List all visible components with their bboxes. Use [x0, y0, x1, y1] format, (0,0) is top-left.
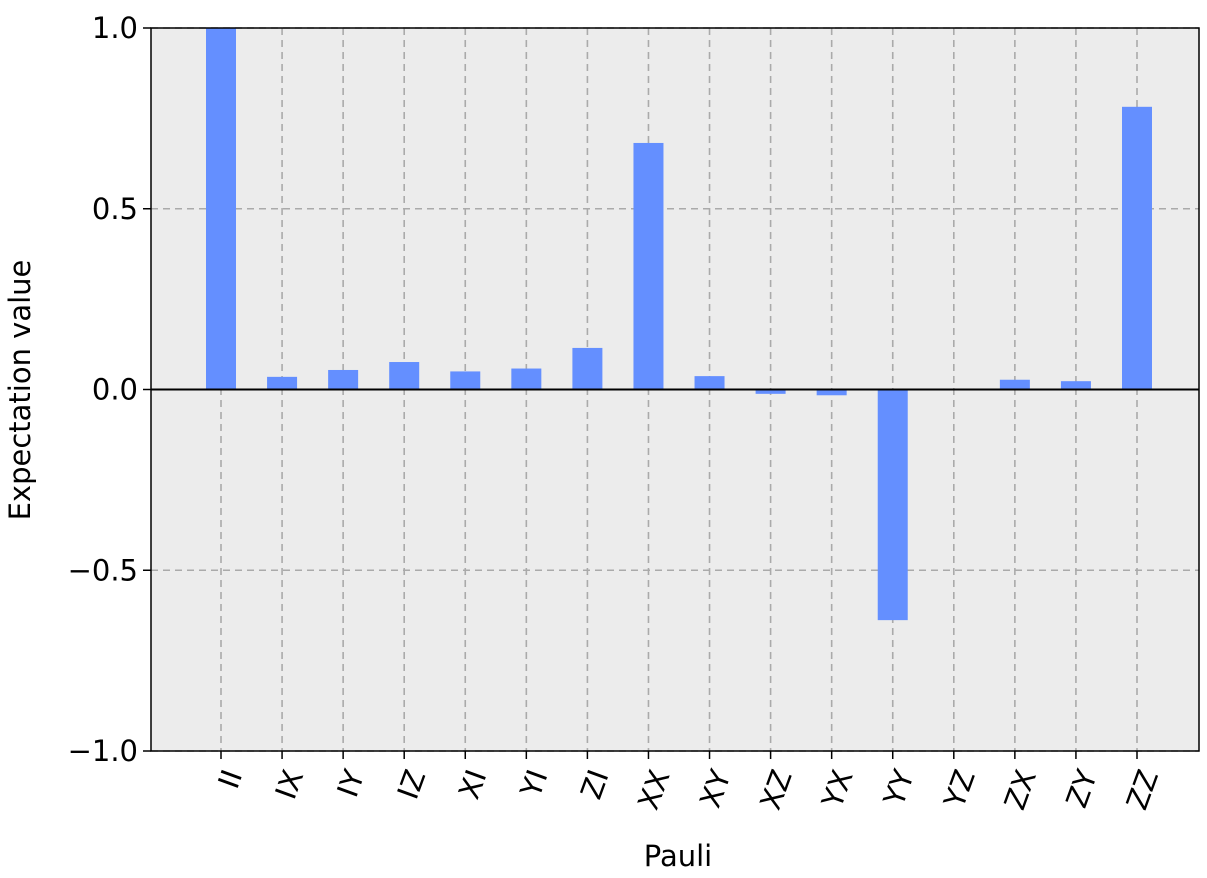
bar-zz — [1122, 106, 1152, 390]
y-tick-label: 0.0 — [92, 373, 138, 407]
y-axis-title: Expectation value — [3, 260, 37, 521]
x-tick-label: YZ — [937, 765, 982, 813]
x-tick-label: YX — [815, 765, 860, 813]
x-tick-label: YI — [513, 765, 554, 802]
bar-ii — [206, 28, 236, 390]
x-tick-label: IZ — [391, 765, 433, 803]
bar-iz — [389, 362, 420, 390]
x-tick-label: ZY — [1059, 765, 1104, 812]
bar-yi — [511, 368, 542, 390]
x-tick-label: XZ — [753, 765, 799, 814]
bar-zx — [999, 379, 1030, 390]
bar-xx — [633, 142, 664, 390]
x-tick-label: YY — [876, 765, 921, 811]
bar-zy — [1060, 381, 1091, 390]
x-tick-label: XY — [693, 765, 738, 812]
x-tick-label: XI — [452, 765, 494, 803]
bar-yx — [816, 389, 847, 396]
y-tick-label: 1.0 — [92, 11, 138, 45]
bar-zi — [572, 347, 603, 390]
y-tick-label: 0.5 — [92, 192, 138, 226]
x-tick-label: II — [211, 765, 249, 793]
x-tick-label: IY — [330, 765, 371, 802]
bar-xy — [694, 376, 725, 390]
bar-yy — [877, 389, 908, 621]
x-axis-title: Pauli — [644, 839, 712, 873]
x-tick-label: ZZ — [1120, 765, 1166, 814]
x-tick-label: ZI — [574, 765, 616, 803]
y-tick-label: −1.0 — [68, 734, 138, 768]
x-axis-ticks: II IX IY IZ XI YI ZI XX XY XZ YX YY YZ ZX ZY ZZ — [211, 751, 1165, 814]
y-axis-ticks: 1.0 0.5 0.0 −0.5 −1.0 — [68, 11, 151, 768]
x-tick-label: ZX — [997, 765, 1043, 814]
bar-iy — [328, 369, 359, 390]
bar-xz — [755, 389, 786, 394]
bars — [206, 28, 1152, 621]
bar-ix — [267, 376, 298, 390]
y-tick-label: −0.5 — [68, 553, 138, 587]
bar-xi — [450, 371, 481, 390]
x-tick-label: XX — [631, 765, 677, 814]
x-tick-label: IX — [269, 765, 311, 803]
